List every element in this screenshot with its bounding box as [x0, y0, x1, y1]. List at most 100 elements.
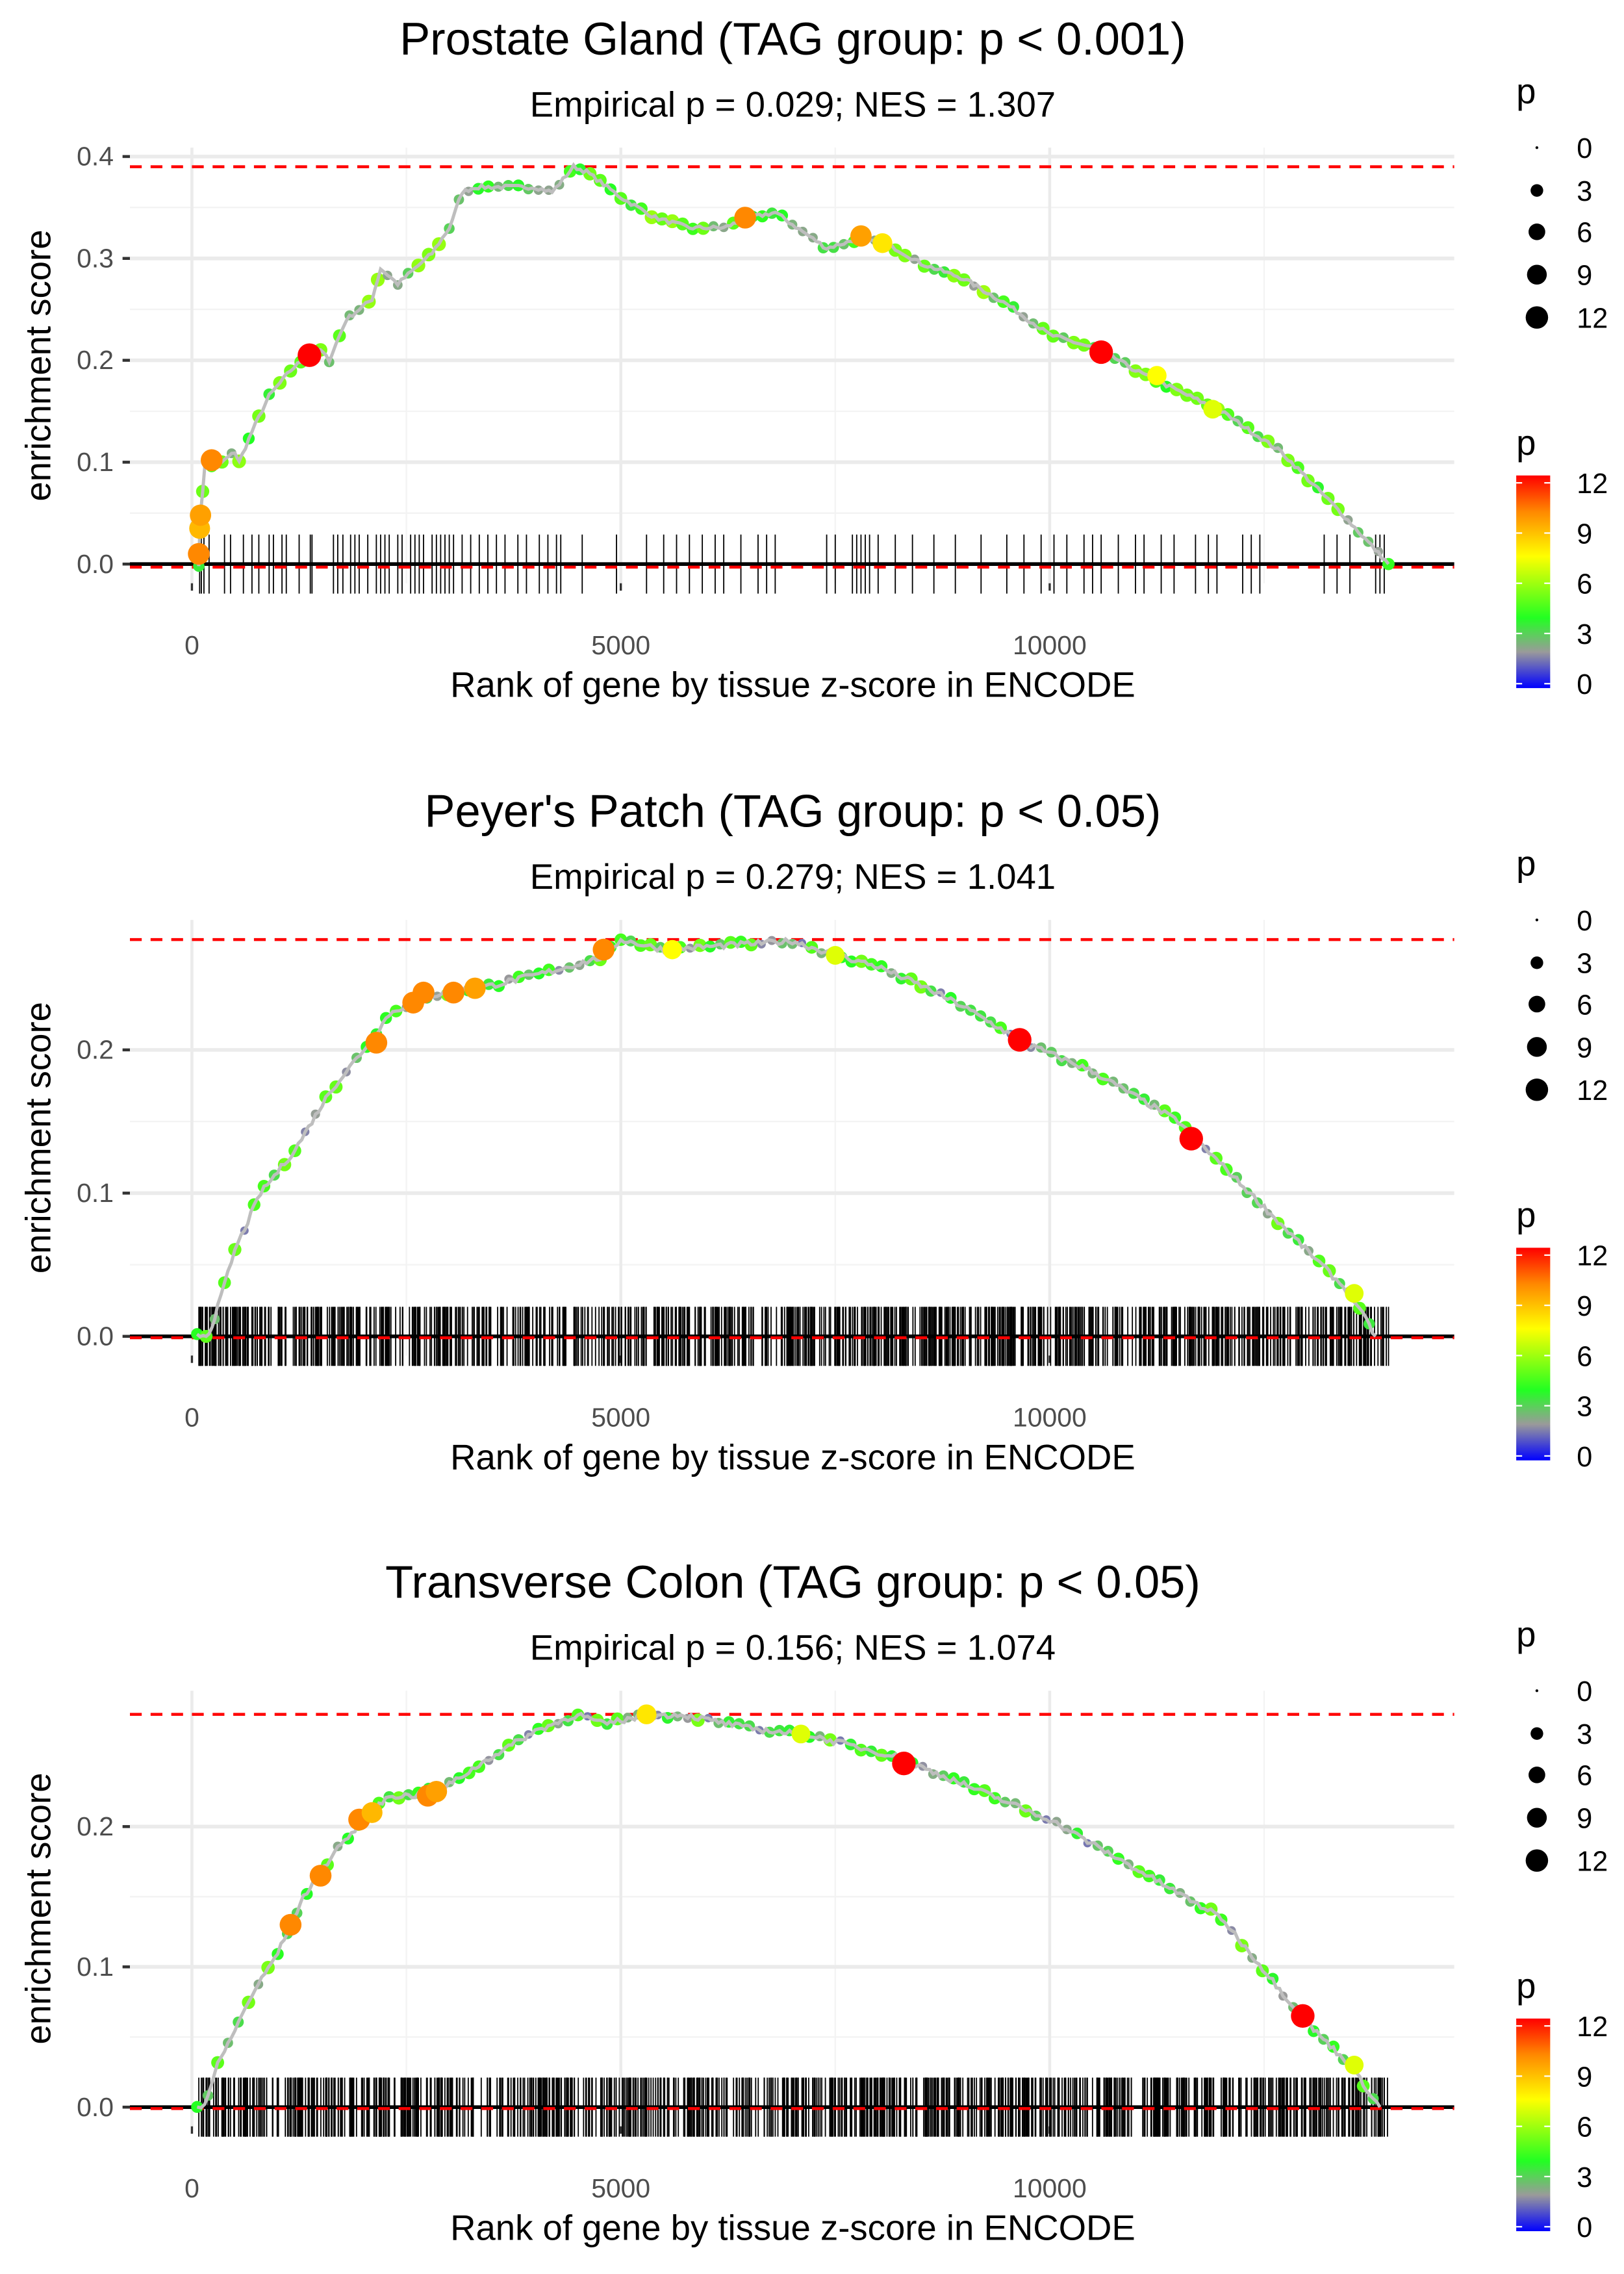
highlight-point: [425, 1780, 448, 1802]
size-legend-dot: [1535, 1689, 1539, 1693]
y-tick-label: 0.0: [77, 549, 114, 579]
chart-subtitle: Empirical p = 0.029; NES = 1.307: [530, 85, 1056, 125]
running-enrichment-curve: [196, 1711, 1382, 2110]
size-legend: p 0 3 6 9 12: [1516, 1615, 1608, 1877]
size-legend-label: 0: [1577, 1676, 1592, 1707]
size-legend-dot: [1530, 184, 1543, 197]
highlight-point: [872, 233, 893, 253]
panel-3: Transverse Colon (TAG group: p < 0.05) Em…: [18, 1556, 1608, 2248]
y-tick-label: 0.3: [77, 243, 114, 273]
highlight-point: [592, 938, 615, 961]
size-legend-label: 0: [1577, 133, 1592, 164]
y-tick-label: 0.2: [77, 1035, 114, 1065]
highlight-point: [201, 449, 223, 472]
x-tick-label: 0: [184, 1402, 199, 1432]
size-legend-dot: [1529, 995, 1545, 1013]
gridlines: [130, 919, 1454, 1356]
chart-title: Prostate Gland (TAG group: p < 0.001): [400, 13, 1186, 64]
x-tick-label: 5000: [591, 1402, 650, 1432]
color-legend-title: p: [1516, 1966, 1536, 2006]
size-legend-label: 6: [1577, 218, 1592, 249]
size-legend-dot: [1530, 956, 1543, 969]
colorbar-label: 6: [1577, 1341, 1592, 1372]
size-legend-label: 12: [1577, 1846, 1608, 1878]
highlight-point: [361, 1802, 383, 1823]
size-legend-label: 9: [1577, 1804, 1592, 1835]
colorbar: [1516, 1247, 1551, 1461]
colorbar-label: 0: [1577, 669, 1592, 700]
highlight-point: [1291, 2004, 1315, 2028]
highlight-point: [791, 1724, 811, 1744]
x-tick-label: 0: [184, 630, 199, 660]
size-legend-label: 3: [1577, 176, 1592, 207]
highlight-point: [1203, 400, 1223, 419]
highlight-point: [298, 343, 322, 367]
colorbar: [1516, 2018, 1551, 2232]
colorbar-label: 0: [1577, 1442, 1592, 1473]
highlight-point: [365, 1032, 388, 1054]
highlight-point: [663, 939, 682, 960]
x-axis-title: Rank of gene by tissue z-score in ENCODE: [450, 665, 1136, 705]
highlight-point: [892, 1752, 916, 1776]
highlight-point: [1008, 1028, 1032, 1052]
highlight-point: [188, 543, 210, 565]
color-legend: p 12 9 6 3 0: [1516, 1966, 1608, 2243]
colorbar-label: 6: [1577, 569, 1592, 600]
y-tick-label: 0.1: [77, 1952, 114, 1982]
highlight-point: [734, 207, 756, 229]
size-legend-dot: [1529, 223, 1545, 240]
size-legend-dot: [1527, 1808, 1547, 1828]
highlight-point: [464, 977, 486, 999]
y-axis-title: enrichment score: [18, 1002, 58, 1273]
colorbar-label: 12: [1577, 468, 1608, 500]
y-tick-label: 0.0: [77, 1321, 114, 1351]
y-tick-label: 0.4: [77, 142, 114, 172]
colorbar-label: 0: [1577, 2212, 1592, 2243]
highlight-point: [850, 225, 872, 247]
y-tick-label: 0.1: [77, 447, 114, 477]
y-tick-label: 0.2: [77, 345, 114, 375]
size-legend-label: 12: [1577, 1075, 1608, 1106]
size-legend-title: p: [1516, 71, 1536, 111]
x-axis-title: Rank of gene by tissue z-score in ENCODE: [450, 1437, 1136, 1477]
score-points: [191, 1708, 1379, 2114]
panel-1: Prostate Gland (TAG group: p < 0.001) Emp…: [18, 13, 1608, 705]
x-tick-label: 0: [184, 2173, 199, 2203]
gridlines: [130, 1691, 1454, 2127]
score-point: [191, 2101, 203, 2114]
highlight-point: [442, 981, 464, 1004]
size-legend-label: 6: [1577, 990, 1592, 1021]
x-tick-label: 10000: [1013, 630, 1087, 660]
color-legend: p 12 9 6 3 0: [1516, 1195, 1608, 1473]
size-legend-dot: [1535, 918, 1539, 922]
y-axis-title: enrichment score: [18, 229, 58, 501]
size-legend-title: p: [1516, 1615, 1536, 1654]
color-legend-title: p: [1516, 1195, 1536, 1235]
highlight-point: [1179, 1127, 1203, 1151]
highlight-point: [1147, 366, 1167, 385]
highlight-point: [1345, 2055, 1364, 2075]
size-legend-label: 9: [1577, 261, 1592, 292]
y-axis-title: enrichment score: [18, 1772, 58, 2044]
highlight-point: [279, 1913, 302, 1936]
size-legend-label: 9: [1577, 1032, 1592, 1064]
highlight-point: [412, 981, 435, 1004]
color-legend: p 12 9 6 3 0: [1516, 423, 1608, 700]
y-tick-label: 0.1: [77, 1178, 114, 1208]
size-legend: p 0 3 6 9 12: [1516, 844, 1608, 1106]
running-enrichment-curve: [197, 162, 1390, 567]
highlight-point: [826, 945, 845, 965]
size-legend-dot: [1527, 1037, 1547, 1057]
panel-2: Peyer's Patch (TAG group: p < 0.05) Empir…: [18, 786, 1608, 1477]
x-tick-label: 10000: [1013, 1402, 1087, 1432]
x-tick-label: 10000: [1013, 2173, 1087, 2203]
highlight-point: [1089, 340, 1113, 364]
size-legend: p 0 3 6 9 12: [1516, 71, 1608, 334]
size-legend-label: 3: [1577, 1719, 1592, 1750]
colorbar-label: 3: [1577, 2162, 1592, 2193]
colorbar-label: 9: [1577, 518, 1592, 550]
colorbar-label: 9: [1577, 1291, 1592, 1322]
colorbar: [1516, 475, 1551, 689]
colorbar-label: 12: [1577, 1241, 1608, 1272]
